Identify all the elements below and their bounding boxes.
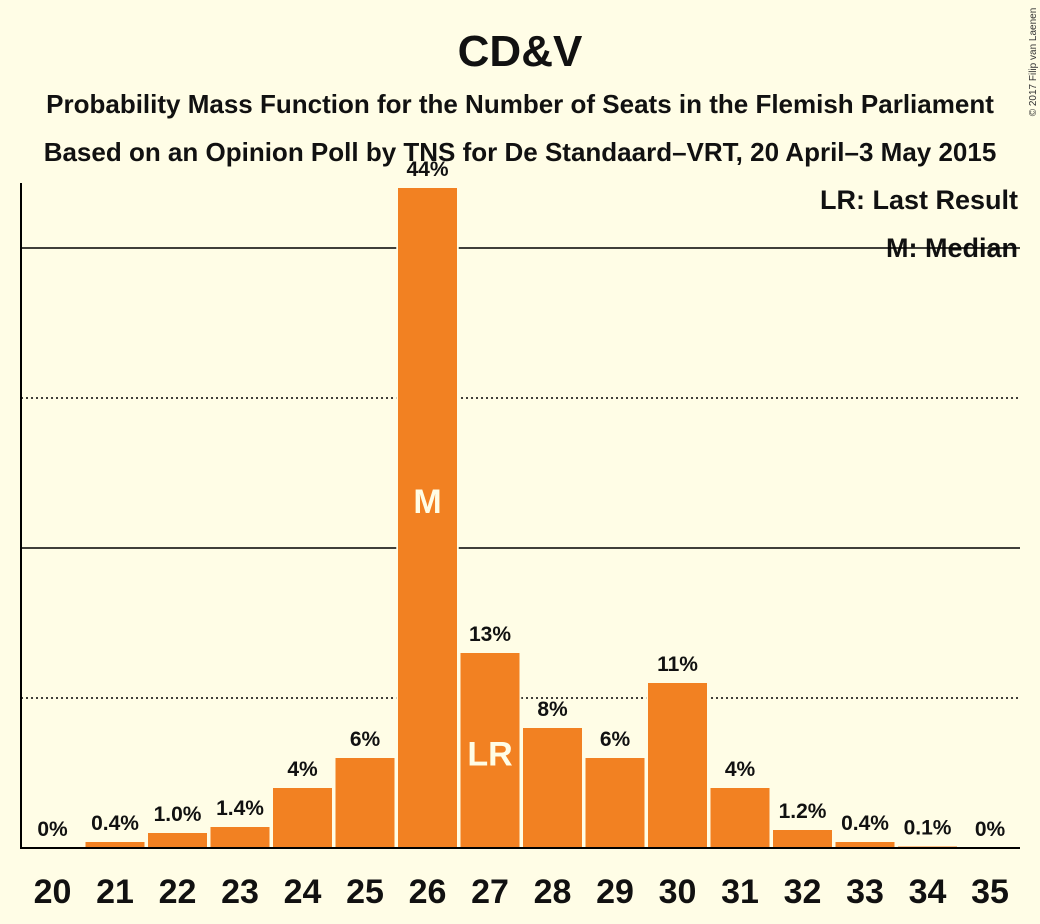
chart-subtitle-line1: Probability Mass Function for the Number… [46,89,994,119]
value-label-24: 4% [287,758,318,781]
marker-lr-27: LR [467,735,512,773]
value-label-30: 11% [657,653,698,676]
x-tick-label-23: 23 [221,873,259,911]
x-tick-label-33: 33 [846,873,884,911]
value-label-25: 6% [350,728,381,751]
x-tick-label-24: 24 [284,873,322,911]
x-tick-label-28: 28 [534,873,572,911]
bar-32 [773,830,832,848]
bar-22 [148,833,207,848]
bar-26 [398,188,457,848]
bars: 0% 20 0.4% 21 1.0% 22 1.4% 23 4% 24 6% 25 44% 26 M 13% 2… [34,158,1009,911]
bar-21 [85,842,145,848]
x-tick-label-25: 25 [346,873,384,911]
value-label-32: 1.2% [779,800,827,823]
value-label-31: 4% [725,758,756,781]
x-tick-label-20: 20 [34,873,72,911]
value-label-23: 1.4% [216,797,264,820]
value-label-35: 0% [975,818,1006,841]
x-tick-label-31: 31 [721,873,759,911]
bar-31 [710,788,770,848]
bar-27 [460,653,520,848]
chart-subtitle-line2: Based on an Opinion Poll by TNS for De S… [44,137,997,167]
x-tick-label-34: 34 [909,873,947,911]
x-tick-label-32: 32 [784,873,822,911]
bar-33 [835,842,895,848]
x-tick-label-26: 26 [409,873,447,911]
value-label-20: 0% [37,818,68,841]
bar-23 [210,827,270,848]
value-label-33: 0.4% [841,812,889,835]
x-tick-label-21: 21 [96,873,134,911]
value-label-28: 8% [537,698,568,721]
x-tick-label-29: 29 [596,873,634,911]
value-label-26: 44% [406,158,448,181]
chart-title: CD&V [458,27,583,76]
value-label-22: 1.0% [154,803,202,826]
gridlines [21,247,1020,699]
x-tick-label-35: 35 [971,873,1009,911]
legend-last-result: LR: Last Result [820,185,1018,215]
value-label-29: 6% [600,728,631,751]
x-tick-label-22: 22 [159,873,197,911]
bar-29 [585,758,645,848]
value-label-34: 0.1% [904,817,952,840]
x-tick-label-27: 27 [471,873,509,911]
x-tick-label-30: 30 [659,873,697,911]
value-label-21: 0.4% [91,812,139,835]
bar-24 [273,788,332,848]
value-label-27: 13% [469,623,511,646]
copyright-credit: © 2017 Filip van Laenen [1028,8,1039,117]
bar-28 [523,728,582,848]
bar-30 [648,683,707,848]
marker-m-26: M [413,483,441,521]
bar-25 [335,758,395,848]
